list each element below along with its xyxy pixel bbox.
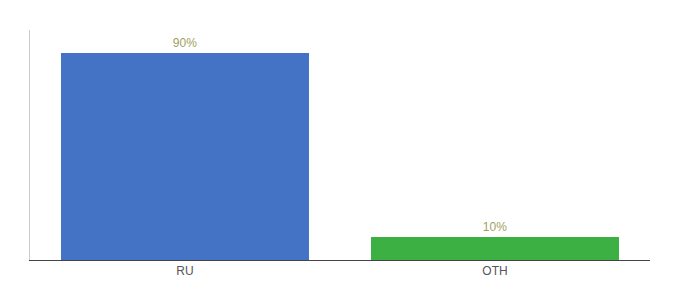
svg-text:OTH: OTH <box>482 264 507 278</box>
svg-text:90%: 90% <box>173 36 197 50</box>
svg-text:10%: 10% <box>483 220 507 234</box>
svg-text:RU: RU <box>176 264 193 278</box>
